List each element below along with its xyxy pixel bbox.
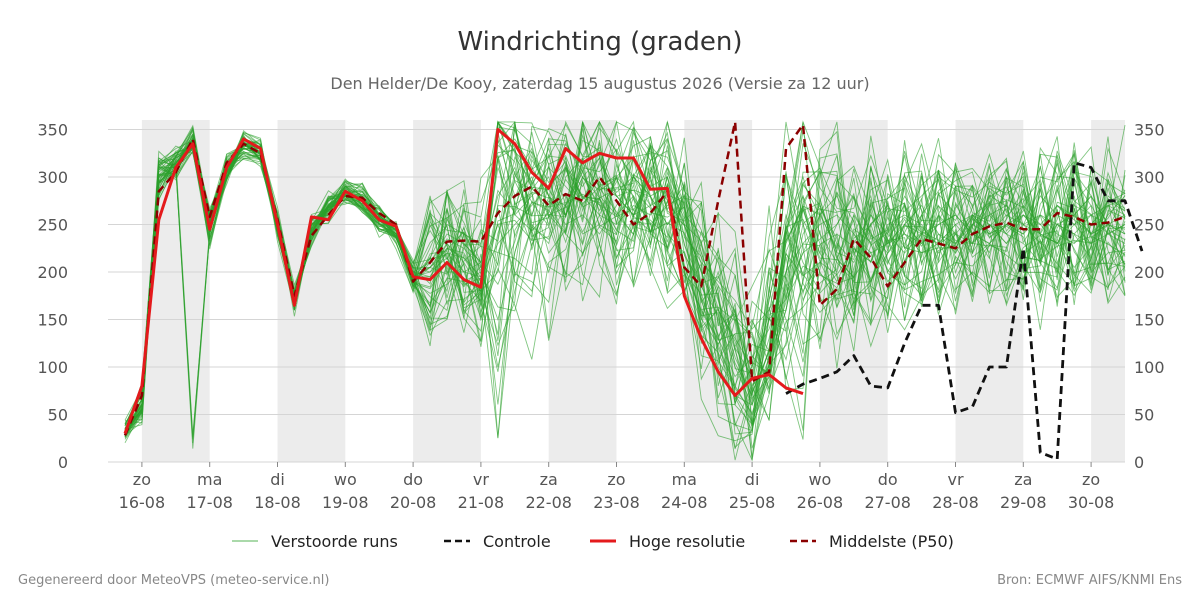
- footer-source: Bron: ECMWF AIFS/KNMI Ens: [997, 573, 1182, 588]
- legend-label: Hoge resolutie: [629, 532, 745, 551]
- y-tick-label: 100: [37, 358, 68, 377]
- series-hoge-resolutie: [123, 128, 804, 435]
- day-band: [1091, 120, 1125, 462]
- x-tick-date: 21-08: [458, 493, 505, 512]
- x-axis: zo 16-08 ma 17-08 di 18-08 wo 19-08 do 20-08 vr 21-…: [119, 462, 1115, 512]
- footer-credit: Gegenereerd door MeteoVPS (meteo-service…: [18, 573, 329, 588]
- y-tick-label-right: 300: [1134, 168, 1165, 187]
- weekend-bands: [141, 120, 1125, 462]
- x-tick-day: ma: [672, 470, 697, 489]
- chart-subtitle: Den Helder/De Kooy, zaterdag 15 augustus…: [330, 74, 869, 93]
- y-axis-left: 0 50 100 150 200 250 300 350: [37, 121, 68, 473]
- x-tick-day: ma: [197, 470, 222, 489]
- x-tick-date: 20-08: [390, 493, 437, 512]
- x-tick-day: za: [540, 470, 558, 489]
- x-tick-date: 29-08: [1000, 493, 1047, 512]
- y-tick-label-right: 200: [1134, 263, 1165, 282]
- x-tick-day: zo: [607, 470, 625, 489]
- y-tick-label: 50: [48, 406, 68, 425]
- legend-label: Controle: [483, 532, 551, 551]
- y-tick-label-right: 350: [1134, 121, 1165, 140]
- y-tick-label-right: 250: [1134, 216, 1165, 235]
- x-tick-date: 22-08: [525, 493, 572, 512]
- x-tick-date: 16-08: [119, 493, 166, 512]
- x-tick-day: zo: [133, 470, 151, 489]
- y-tick-label: 200: [37, 263, 68, 282]
- day-band: [277, 120, 346, 462]
- x-tick-day: do: [878, 470, 898, 489]
- legend-label: Middelste (P50): [829, 532, 954, 551]
- x-tick-date: 18-08: [254, 493, 301, 512]
- series-middelste-p50: [123, 120, 1126, 436]
- x-tick-date: 30-08: [1068, 493, 1115, 512]
- x-tick-day: vr: [473, 470, 489, 489]
- legend: Verstoorde runs Controle Hoge resolutie Mid…: [232, 532, 954, 551]
- y-tick-label-right: 150: [1134, 311, 1165, 330]
- main-series: [123, 120, 1144, 461]
- y-tick-label: 350: [37, 121, 68, 140]
- x-tick-date: 24-08: [661, 493, 708, 512]
- x-tick-day: za: [1014, 470, 1032, 489]
- legend-label: Verstoorde runs: [271, 532, 398, 551]
- x-tick-date: 23-08: [593, 493, 640, 512]
- x-tick-date: 26-08: [797, 493, 844, 512]
- x-tick-date: 28-08: [932, 493, 979, 512]
- x-tick-day: zo: [1082, 470, 1100, 489]
- x-tick-date: 17-08: [186, 493, 233, 512]
- y-axis-right: 0 50 100 150 200 250 300 350: [1134, 121, 1165, 473]
- series-controle: [785, 161, 1144, 461]
- x-tick-date: 25-08: [729, 493, 776, 512]
- y-tick-label: 300: [37, 168, 68, 187]
- x-tick-day: wo: [808, 470, 831, 489]
- y-tick-label-right: 0: [1134, 453, 1144, 472]
- y-tick-label-right: 100: [1134, 358, 1165, 377]
- chart-title: Windrichting (graden): [457, 27, 742, 57]
- x-tick-day: wo: [334, 470, 357, 489]
- x-tick-day: di: [270, 470, 285, 489]
- x-tick-date: 27-08: [864, 493, 911, 512]
- x-tick-day: di: [745, 470, 760, 489]
- ensemble-run: [124, 120, 1126, 429]
- y-tick-label: 0: [58, 453, 68, 472]
- y-tick-label: 250: [37, 216, 68, 235]
- y-tick-label-right: 50: [1134, 406, 1154, 425]
- y-tick-label: 150: [37, 311, 68, 330]
- x-tick-date: 19-08: [322, 493, 369, 512]
- x-tick-day: do: [403, 470, 423, 489]
- x-tick-day: vr: [947, 470, 963, 489]
